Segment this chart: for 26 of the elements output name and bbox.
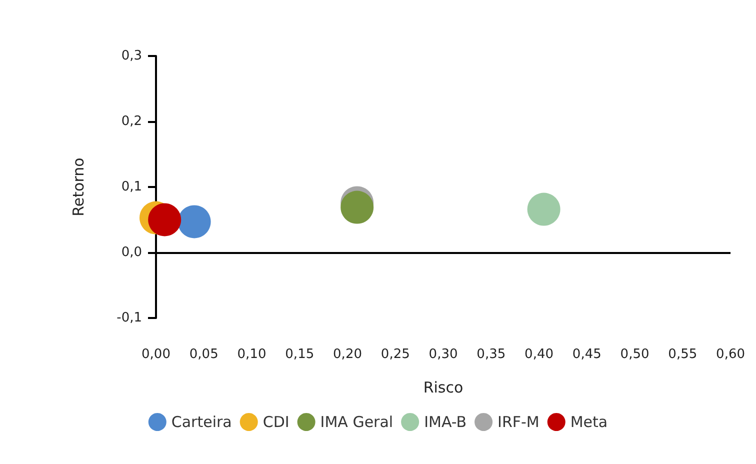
legend-label: Carteira [171, 413, 232, 431]
x-tick-label: 0,00 [142, 347, 170, 362]
x-tick-label: 0,10 [237, 347, 266, 362]
x-axis-title: Risco [423, 378, 464, 396]
x-tick-label: 0,35 [476, 347, 506, 362]
x-tick-label: 0,40 [524, 347, 554, 362]
legend-label: CDI [262, 413, 290, 431]
legend-label: IMA Geral [320, 413, 394, 431]
y-axis-title: Retorno [70, 158, 88, 216]
legend-label: IRF-M [498, 413, 540, 431]
x-tick-label: 0,30 [428, 347, 458, 362]
x-tick-label: 0,50 [620, 347, 650, 362]
y-tick-label: 0,2 [121, 114, 142, 129]
x-tick-label: 0,20 [333, 347, 362, 362]
y-tick-label: -0,1 [116, 310, 142, 326]
x-tick-label: 0,55 [668, 347, 698, 362]
x-tick-label: 0,15 [285, 347, 314, 362]
legend-label: Meta [570, 413, 608, 431]
y-tick-label: 0,0 [121, 245, 142, 260]
y-tick-label: 0,3 [121, 48, 142, 64]
x-tick-label: 0,45 [572, 347, 602, 362]
x-tick-label: 0,25 [380, 347, 410, 362]
x-tick-label: 0,05 [189, 347, 218, 362]
legend-label: IMA-B [424, 413, 467, 431]
x-tick-label: 0,60 [716, 347, 746, 362]
y-tick-label: 0,1 [121, 180, 142, 194]
